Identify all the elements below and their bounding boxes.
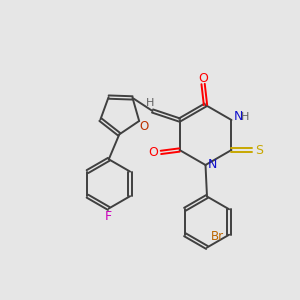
Text: S: S [255,143,263,157]
Text: F: F [105,210,112,224]
Text: O: O [148,146,158,159]
Text: N: N [207,158,217,172]
Text: Br: Br [211,230,224,243]
Text: O: O [198,71,208,85]
Text: H: H [241,112,250,122]
Text: H: H [146,98,154,108]
Text: N: N [233,110,243,124]
Text: O: O [139,120,148,133]
